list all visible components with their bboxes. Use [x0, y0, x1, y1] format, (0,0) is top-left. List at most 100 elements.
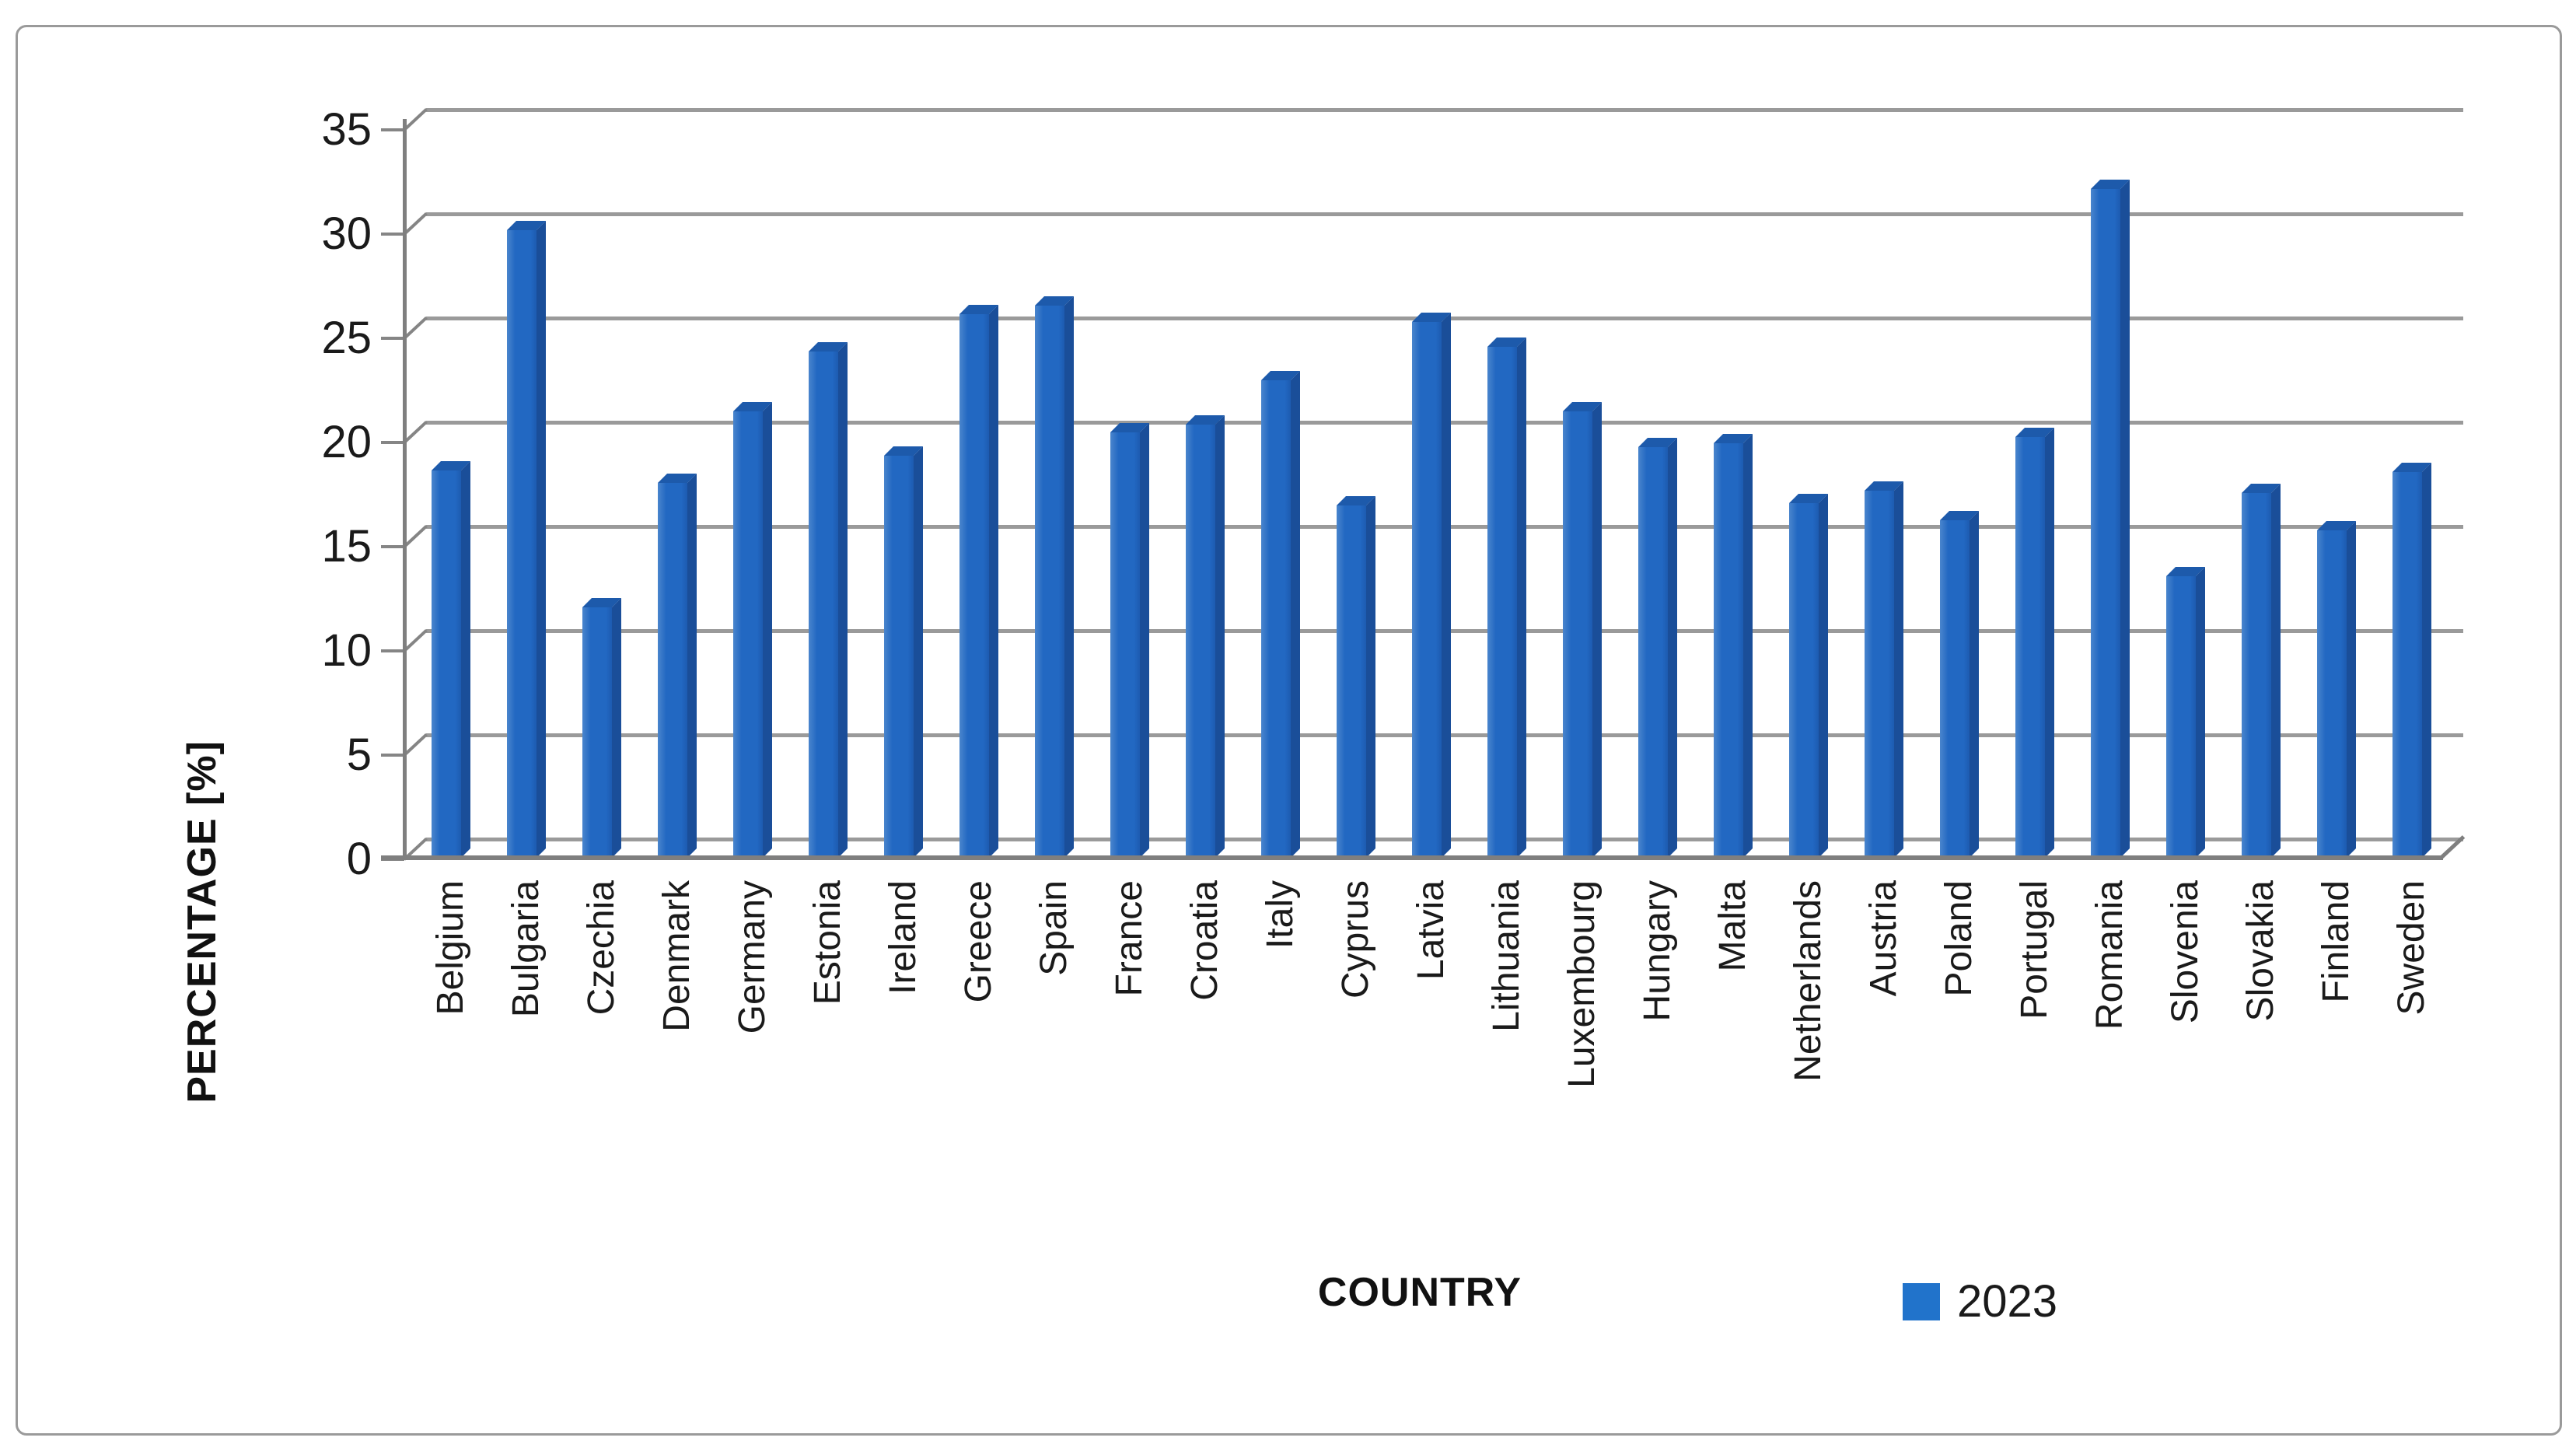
bar-ireland [884, 455, 914, 859]
bar-side-poland [1970, 510, 1979, 858]
bar-side-estonia [838, 341, 848, 858]
bar-side-slovakia [2271, 484, 2281, 858]
x-axis-line [381, 855, 2443, 860]
bar-side-belgium [461, 460, 470, 858]
bar-side-netherlands [1819, 494, 1828, 858]
bar-slovenia [2166, 576, 2196, 859]
x-tick-label-slovakia: Slovakia [2240, 880, 2281, 1022]
x-tick-label-italy: Italy [1260, 880, 1301, 950]
x-tick-label-sweden: Sweden [2391, 880, 2432, 1016]
x-tick-label-poland: Poland [1938, 880, 1980, 997]
y-tick-label: 10 [321, 625, 372, 676]
bar-side-bulgaria [537, 221, 546, 858]
x-tick-label-spain: Spain [1033, 880, 1075, 976]
bar-side-italy [1291, 371, 1300, 858]
bar-side-ireland [914, 446, 923, 858]
x-tick-label-estonia: Estonia [807, 880, 848, 1006]
bar-denmark [658, 482, 687, 859]
bar-side-spain [1064, 296, 1074, 858]
bar-side-sweden [2422, 463, 2431, 858]
bar-malta [1714, 442, 1743, 859]
x-tick-label-czechia: Czechia [581, 880, 622, 1016]
bar-lithuania [1487, 347, 1517, 859]
y-tick-label: 0 [346, 834, 372, 884]
bar-side-romania [2120, 179, 2130, 858]
x-tick-label-ireland: Ireland [883, 880, 924, 995]
bar-luxembourg [1563, 411, 1592, 859]
bar-croatia [1186, 424, 1215, 859]
bar-italy [1261, 380, 1291, 859]
y-axis-tick [381, 128, 404, 131]
bar-austria [1865, 491, 1894, 859]
bar-germany [733, 411, 763, 859]
bar-side-hungary [1668, 438, 1677, 858]
bar-side-denmark [687, 473, 697, 858]
bar-side-austria [1894, 481, 1903, 858]
bar-side-slovenia [2196, 567, 2205, 858]
legend-label-2023: 2023 [1957, 1276, 2058, 1327]
bar-side-greece [989, 304, 998, 858]
bar-portugal [2015, 436, 2045, 859]
y-axis-tick [381, 545, 404, 548]
bar-hungary [1638, 447, 1668, 859]
x-tick-label-latvia: Latvia [1410, 880, 1452, 981]
bar-cyprus [1337, 505, 1366, 859]
bar-spain [1035, 305, 1064, 859]
bar-france [1110, 432, 1140, 859]
bar-romania [2091, 188, 2120, 859]
x-tick-label-denmark: Denmark [656, 880, 697, 1032]
gridline [426, 108, 2463, 112]
y-tick-label: 35 [321, 104, 372, 155]
x-tick-label-malta: Malta [1712, 880, 1753, 972]
y-tick-label: 15 [321, 521, 372, 572]
bar-sweden [2392, 472, 2422, 859]
y-axis-tick [381, 337, 404, 340]
bar-estonia [809, 351, 838, 859]
x-tick-label-austria: Austria [1863, 880, 1904, 997]
bar-side-lithuania [1517, 338, 1526, 858]
legend-swatch-2023 [1903, 1282, 1940, 1320]
bar-poland [1940, 519, 1970, 859]
legend: 2023 [1903, 1275, 2057, 1327]
bar-side-czechia [612, 598, 621, 858]
x-tick-label-bulgaria: Bulgaria [505, 880, 547, 1018]
bar-belgium [432, 470, 461, 859]
y-tick-label: 25 [321, 313, 372, 363]
x-tick-label-luxembourg: Luxembourg [1561, 880, 1603, 1088]
x-tick-label-cyprus: Cyprus [1335, 880, 1376, 999]
x-tick-label-greece: Greece [958, 880, 999, 1003]
y-axis-tick [381, 649, 404, 652]
y-axis-tick [381, 441, 404, 444]
bar-netherlands [1789, 503, 1819, 859]
x-tick-label-croatia: Croatia [1184, 880, 1225, 1001]
bar-side-latvia [1442, 313, 1451, 858]
bar-side-france [1140, 423, 1149, 858]
x-tick-label-lithuania: Lithuania [1486, 880, 1527, 1032]
y-axis-tick [381, 233, 404, 236]
bar-bulgaria [507, 230, 537, 859]
bar-finland [2317, 530, 2347, 859]
x-tick-label-slovenia: Slovenia [2165, 880, 2206, 1024]
bar-side-germany [763, 402, 772, 858]
y-tick-label: 5 [346, 729, 372, 780]
x-tick-label-netherlands: Netherlands [1788, 880, 1829, 1082]
x-tick-label-romania: Romania [2089, 880, 2130, 1030]
bar-greece [959, 313, 989, 859]
y-tick-label: 30 [321, 208, 372, 259]
gridline [426, 212, 2463, 216]
bar-side-finland [2347, 521, 2356, 858]
y-axis-tick [381, 754, 404, 757]
x-tick-label-portugal: Portugal [2014, 880, 2055, 1020]
y-tick-label: 20 [321, 417, 372, 467]
x-tick-label-germany: Germany [732, 880, 773, 1034]
y-axis-title: PERCENTAGE [%] [180, 740, 225, 1103]
bar-czechia [582, 607, 612, 859]
y-axis-line [403, 119, 407, 858]
bar-side-malta [1743, 433, 1753, 858]
bar-side-croatia [1215, 414, 1225, 858]
x-axis-title: COUNTRY [1317, 1270, 1522, 1315]
bar-side-portugal [2045, 427, 2054, 858]
x-tick-label-hungary: Hungary [1637, 880, 1678, 1022]
x-tick-label-finland: Finland [2316, 880, 2357, 1003]
